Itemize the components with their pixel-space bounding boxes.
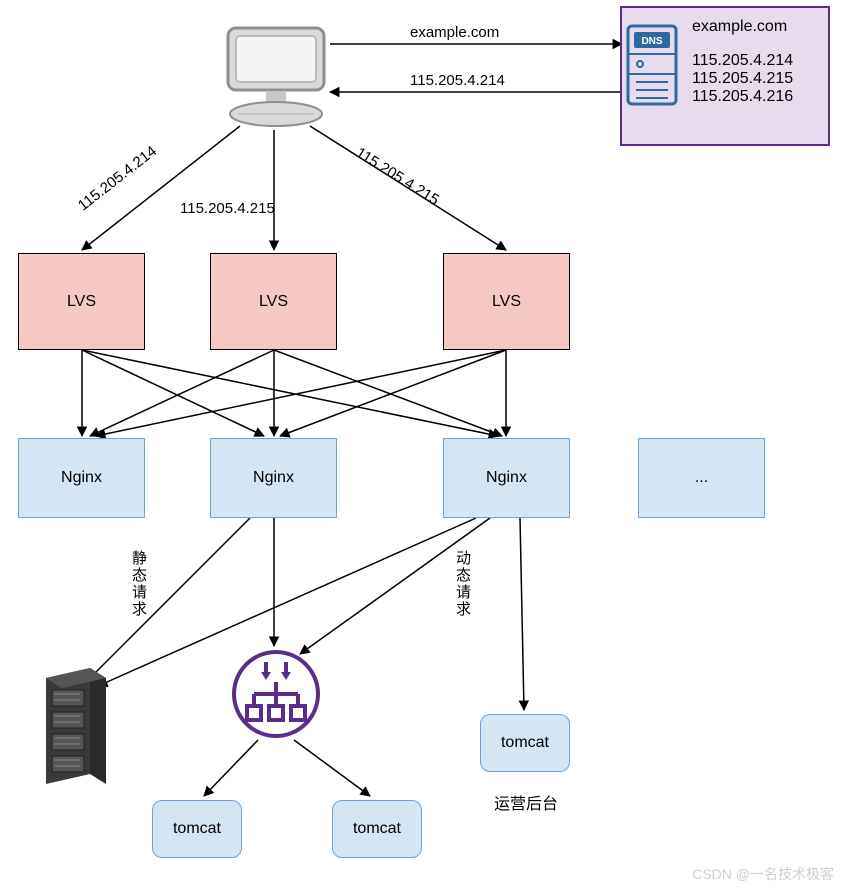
tomcat-label: tomcat — [173, 820, 221, 838]
nginx-label: Nginx — [253, 469, 294, 487]
nginx-box-2: Nginx — [210, 438, 337, 518]
nginx-label: Nginx — [61, 469, 102, 487]
dns-title: example.com — [692, 18, 787, 36]
nginx-box-4: ... — [638, 438, 765, 518]
dns-icon: DNS — [624, 22, 680, 108]
label-to-dns: example.com — [410, 24, 499, 41]
nginx-box-3: Nginx — [443, 438, 570, 518]
nginx-label: Nginx — [486, 469, 527, 487]
lvs-box-3: LVS — [443, 253, 570, 350]
lvs-box-2: LVS — [210, 253, 337, 350]
dns-ip-1: 115.205.4.214 — [692, 52, 793, 70]
label-ops-backend: 运营后台 — [494, 790, 558, 814]
server-rack-icon — [34, 664, 114, 794]
watermark: CSDN @一名技术极客 — [692, 864, 834, 884]
tomcat-box-3: tomcat — [480, 714, 570, 772]
tomcat-label: tomcat — [501, 734, 549, 752]
dns-ip-3: 115.205.4.216 — [692, 88, 793, 106]
label-dynamic-req: 动态请求 — [452, 550, 473, 618]
tomcat-box-2: tomcat — [332, 800, 422, 858]
label-lvs2-ip: 115.205.4.215 — [180, 200, 275, 217]
lvs-label: LVS — [67, 293, 96, 311]
lvs-label: LVS — [259, 293, 288, 311]
svg-text:DNS: DNS — [641, 36, 662, 47]
load-balancer-icon — [230, 648, 322, 740]
lvs-label: LVS — [492, 293, 521, 311]
client-icon — [216, 20, 336, 130]
nginx-label: ... — [695, 469, 708, 487]
dns-ip-2: 115.205.4.215 — [692, 70, 793, 88]
label-static-req: 静态请求 — [128, 550, 149, 618]
tomcat-box-1: tomcat — [152, 800, 242, 858]
tomcat-label: tomcat — [353, 820, 401, 838]
lvs-box-1: LVS — [18, 253, 145, 350]
nginx-box-1: Nginx — [18, 438, 145, 518]
label-from-dns: 115.205.4.214 — [410, 72, 505, 89]
